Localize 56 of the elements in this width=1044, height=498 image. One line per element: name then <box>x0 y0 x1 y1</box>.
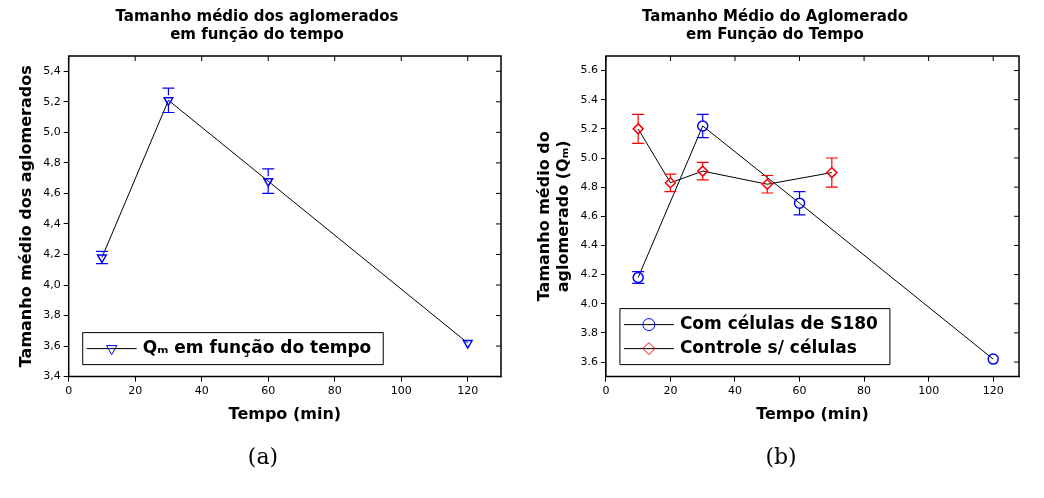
y-tick-label: 5,2 <box>43 94 61 108</box>
y-tick-label: 3.8 <box>580 325 598 339</box>
chart-title: Tamanho Médio do Aglomerado em Função do Tempo <box>642 6 908 43</box>
point <box>263 177 274 187</box>
chart-title: Tamanho médio dos aglomerados em função do tempo <box>115 6 399 43</box>
y-tick-label: 5,4 <box>43 64 61 78</box>
point <box>826 166 838 179</box>
x-tick-label: 120 <box>457 384 479 398</box>
x-tick-label: 100 <box>918 384 940 398</box>
x-tick-label: 60 <box>792 384 807 398</box>
y-tick-label: 4.6 <box>580 209 598 223</box>
point <box>793 197 806 209</box>
y-tick-label: 4,6 <box>43 186 61 200</box>
y-tick-label: 4.2 <box>580 267 598 281</box>
y-tick-label: 5.6 <box>580 63 598 77</box>
y-tick-label: 4,4 <box>43 216 61 230</box>
x-tick-label: 0 <box>602 384 610 398</box>
x-tick-label: 60 <box>261 384 276 398</box>
x-tick-label: 80 <box>327 384 342 398</box>
y-tick-label: 4,8 <box>43 155 61 169</box>
y-tick-label: 3,8 <box>43 308 61 322</box>
y-tick-label: 4.8 <box>580 180 598 194</box>
y-tick-label: 3,4 <box>43 369 61 383</box>
y-tick-label: 5.2 <box>580 121 598 135</box>
point <box>696 120 709 132</box>
x-tick-label: 100 <box>390 384 412 398</box>
text: (b) <box>765 444 797 469</box>
y-tick-label: 4,2 <box>43 247 61 261</box>
legend-label: Qₘ em função do tempo <box>142 337 372 358</box>
x-tick-label: 20 <box>663 384 678 398</box>
legend-label: Controle s/ células <box>679 337 857 358</box>
y-tick-label: 5.0 <box>580 150 598 164</box>
point <box>632 123 644 135</box>
y-tick-label: 3.6 <box>580 354 598 368</box>
x-tick-label: 0 <box>65 384 73 398</box>
y-tick-label: 5,0 <box>43 125 61 139</box>
y-tick-label: 4,0 <box>43 277 61 291</box>
x-tick-label: 40 <box>727 384 742 398</box>
point <box>163 97 174 107</box>
y-tick-label: 5.4 <box>580 92 598 106</box>
y-axis-title: Tamanho médio do aglomerado (Qₘ) <box>533 131 572 302</box>
y-tick-label: 4.4 <box>580 238 598 252</box>
x-tick-label: 120 <box>982 384 1004 398</box>
point <box>987 353 999 365</box>
y-tick-label: 4.0 <box>580 296 598 310</box>
x-tick-label: 20 <box>128 384 143 398</box>
point <box>96 254 108 264</box>
legend-label: Com células de S180 <box>679 313 879 334</box>
y-tick-label: 3,6 <box>43 338 61 352</box>
x-tick-label: 80 <box>857 384 872 398</box>
x-axis-title: Tempo (min) <box>228 403 342 423</box>
x-axis-title: Tempo (min) <box>756 403 869 423</box>
point <box>462 339 473 349</box>
y-axis-title: Tamanho médio dos aglomerados <box>15 65 35 368</box>
x-tick-label: 40 <box>194 384 209 398</box>
text: (a) <box>247 444 279 469</box>
